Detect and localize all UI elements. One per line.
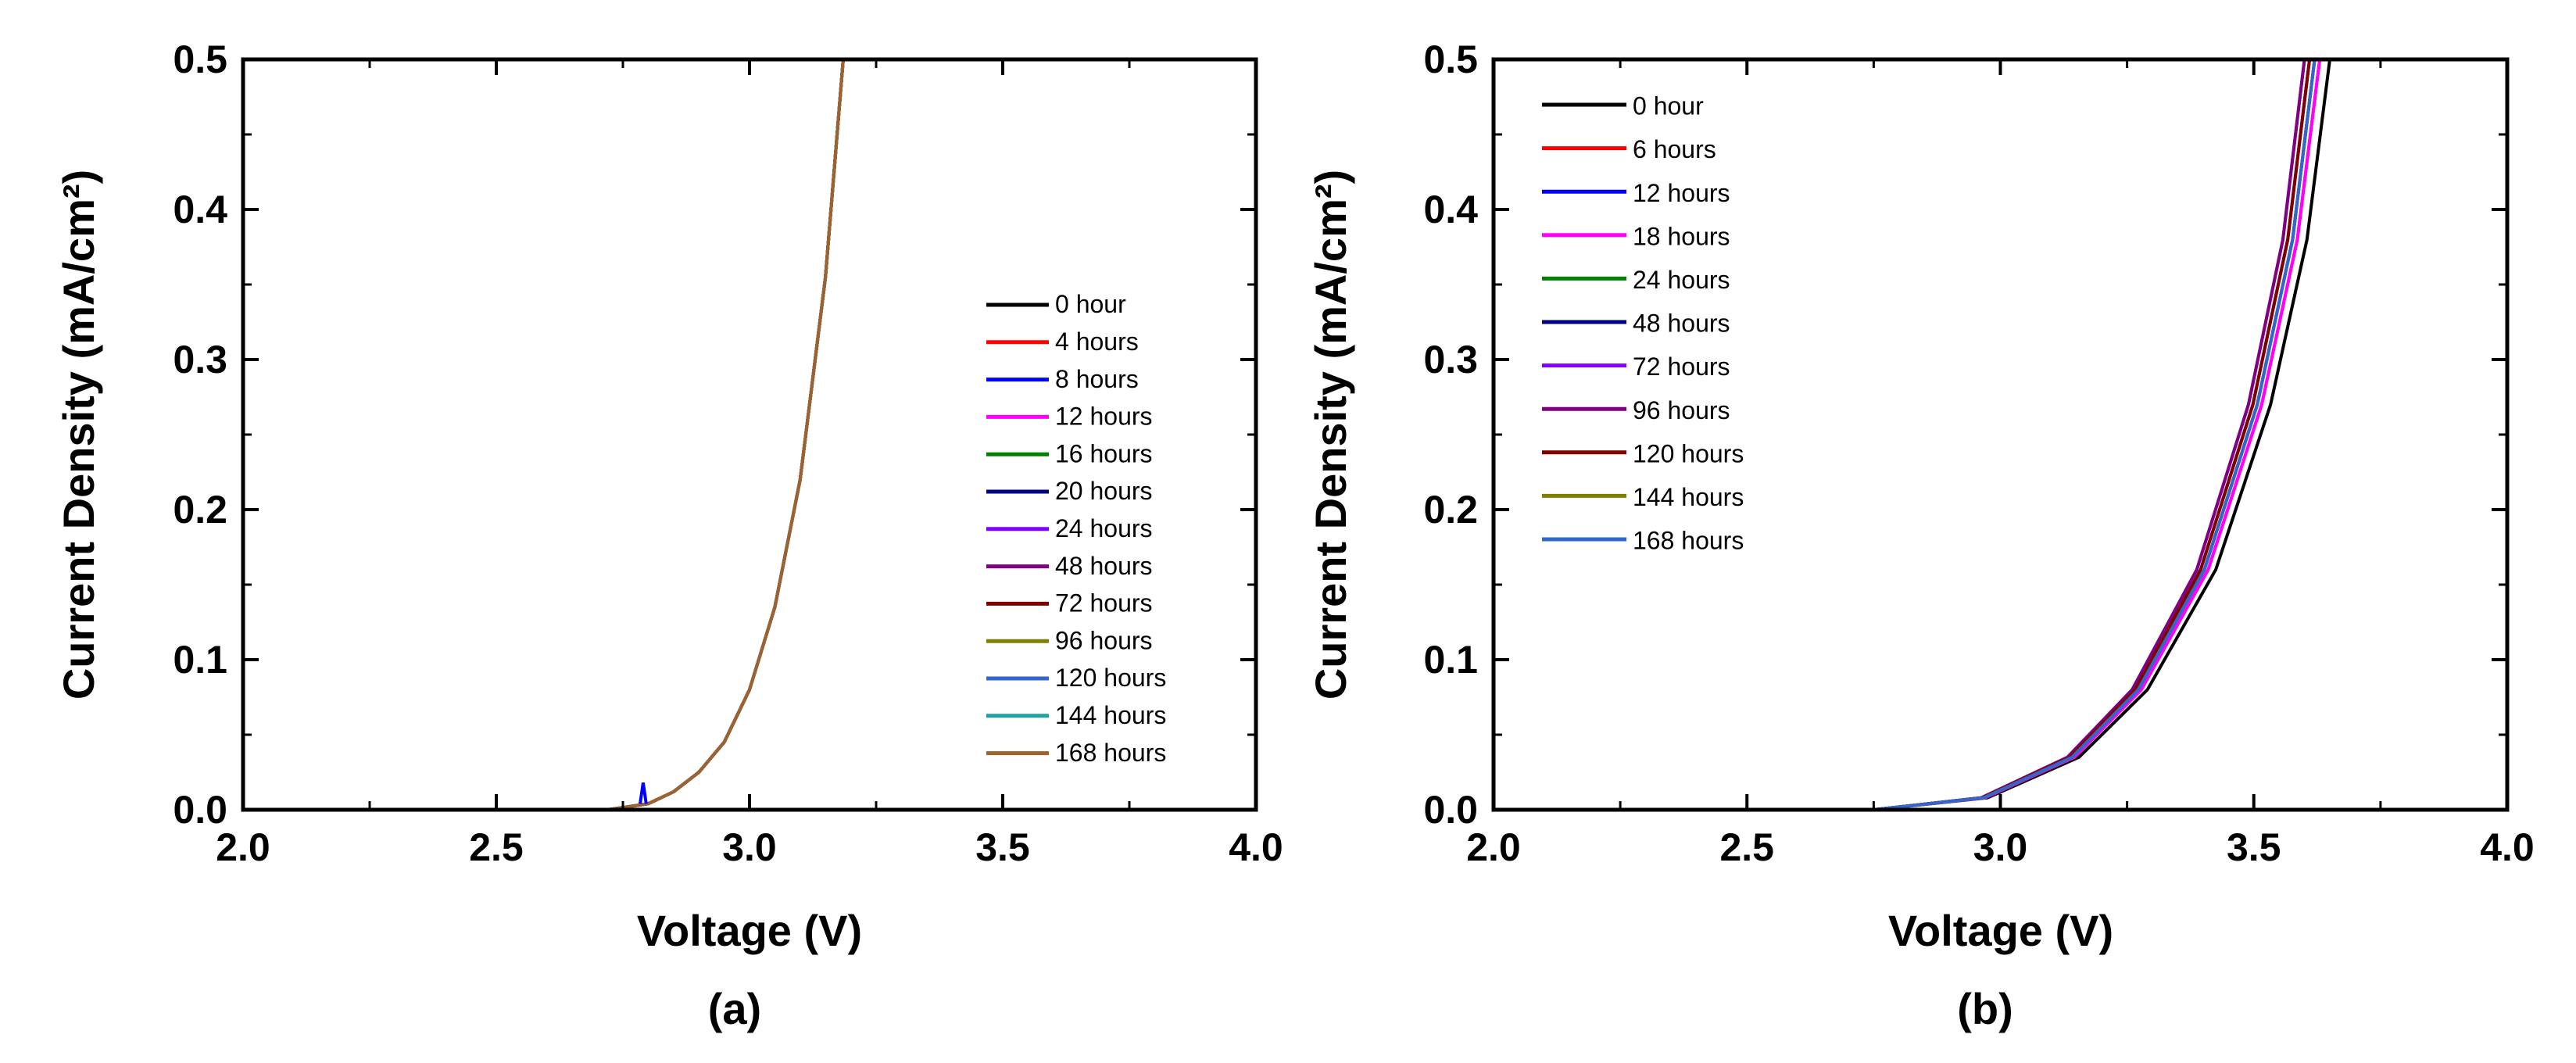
panel-b-x-tick-label: 4.0 — [2480, 825, 2535, 869]
panel-a-legend: 0 hour 4 hours 8 hours 12 hours 16 hours 20 h… — [986, 290, 1166, 767]
panel-a-axes: 2.0 2.5 3.0 3.5 4.0 0.0 0.1 0.2 0.3 0.4 0.5 — [173, 38, 1283, 869]
panel-b-legend-label: 168 hours — [1633, 527, 1744, 555]
panel-a-legend-label: 120 hours — [1055, 664, 1166, 692]
panel-a-legend-label: 20 hours — [1055, 477, 1153, 505]
panel-a-legend-label: 8 hours — [1055, 365, 1139, 393]
panel-a-curve — [243, 59, 845, 811]
panel-b-label: (b) — [1957, 984, 2013, 1033]
panel-a-curves — [243, 59, 845, 811]
panel-a-x-tick-label: 3.0 — [722, 825, 777, 869]
panel-a-curve — [243, 59, 845, 811]
panel-a-curve — [243, 59, 845, 811]
panel-b-legend: 0 hour 6 hours 12 hours 18 hours 24 hours 48 … — [1542, 92, 1744, 555]
panel-b-x-tick-label: 2.0 — [1466, 825, 1521, 869]
panel-a-curve — [243, 59, 845, 811]
panel-a-legend-label: 96 hours — [1055, 626, 1153, 654]
panel-b-legend-label: 6 hours — [1633, 135, 1716, 163]
panel-a-x-tick-label: 2.0 — [216, 825, 270, 869]
panel-a-y-tick-label: 0.1 — [173, 638, 227, 682]
panel-b-curves — [1494, 59, 2331, 811]
panel-b-legend-label: 18 hours — [1633, 222, 1730, 250]
panel-a-curve — [243, 59, 845, 811]
panel-b-legend-label: 12 hours — [1633, 179, 1730, 207]
panel-b-legend-label: 0 hour — [1633, 92, 1704, 120]
panel-b-y-tick-label: 0.4 — [1423, 188, 1478, 231]
panel-b-curve — [1494, 59, 2317, 811]
panel-a-curve — [243, 59, 845, 811]
panel-a-legend-label: 48 hours — [1055, 552, 1153, 580]
panel-b-curve — [1494, 59, 2331, 811]
panel-b-curve — [1494, 59, 2306, 811]
panel-a-curve — [243, 59, 845, 811]
panel-b-x-axis-title: Voltage (V) — [1888, 906, 2113, 955]
panel-a-plot-frame — [241, 57, 1258, 812]
panel-a-label: (a) — [708, 984, 761, 1033]
panel-b-y-tick-label: 0.2 — [1423, 488, 1478, 532]
panel-a-spike — [639, 782, 648, 804]
panel-b-axes: 2.0 2.5 3.0 3.5 4.0 0.0 0.1 0.2 0.3 0.4 0.5 — [1423, 38, 2534, 869]
panel-a-legend-label: 24 hours — [1055, 514, 1153, 542]
panel-a-curve — [243, 59, 845, 811]
panel-b-curve — [1494, 59, 2306, 811]
panel-b-curve — [1494, 59, 2312, 811]
panel-a-legend-label: 72 hours — [1055, 589, 1153, 617]
panel-b-y-tick-label: 0.1 — [1423, 638, 1478, 682]
panel-a-chart: 2.0 2.5 3.0 3.5 4.0 0.0 0.1 0.2 0.3 0.4 0.5 Voltag… — [54, 38, 1283, 1033]
panel-b-curve — [1494, 59, 2322, 811]
panel-b-y-tick-label: 0.0 — [1423, 788, 1478, 832]
panel-b-legend-label: 24 hours — [1633, 266, 1730, 294]
panel-a-y-tick-label: 0.0 — [173, 788, 227, 832]
panel-a-y-axis-title: Current Density (mA/cm²) — [54, 170, 103, 700]
panel-b-curve — [1494, 59, 2312, 811]
panel-b-x-tick-label: 3.5 — [2227, 825, 2281, 869]
panel-b-x-tick-label: 3.0 — [1973, 825, 2028, 869]
panel-a-curve — [243, 59, 845, 811]
panel-b-legend-label: 96 hours — [1633, 396, 1730, 424]
panel-b-legend-label: 144 hours — [1633, 483, 1744, 511]
panel-a-x-tick-label: 2.5 — [469, 825, 524, 869]
panel-b-curve — [1494, 59, 2317, 811]
panel-b-x-tick-label: 2.5 — [1719, 825, 1774, 869]
panel-b-chart: 2.0 2.5 3.0 3.5 4.0 0.0 0.1 0.2 0.3 0.4 0.5 Voltag… — [1306, 38, 2535, 1033]
panel-a-legend-label: 4 hours — [1055, 327, 1139, 356]
panel-b-legend-label: 48 hours — [1633, 310, 1730, 338]
panel-a-x-tick-label: 4.0 — [1229, 825, 1283, 869]
panel-b-curve — [1494, 59, 2322, 811]
panel-a-legend-label: 16 hours — [1055, 439, 1153, 467]
panel-a-curve — [243, 59, 845, 811]
panel-a-curve — [243, 59, 845, 811]
panel-b-legend-label: 120 hours — [1633, 439, 1744, 467]
panel-a-y-tick-label: 0.2 — [173, 488, 227, 532]
panel-a-legend-label: 0 hour — [1055, 290, 1126, 318]
panel-b-y-tick-label: 0.5 — [1423, 38, 1478, 81]
panel-a-y-tick-label: 0.3 — [173, 338, 227, 381]
panel-a-curve — [243, 59, 845, 811]
panel-a-legend-label: 144 hours — [1055, 701, 1166, 729]
panel-b-y-tick-label: 0.3 — [1423, 338, 1478, 381]
panel-a-x-tick-label: 3.5 — [975, 825, 1030, 869]
panel-a-legend-label: 12 hours — [1055, 403, 1153, 431]
panel-a-x-axis-title: Voltage (V) — [637, 906, 862, 955]
panel-a-legend-label: 168 hours — [1055, 739, 1166, 767]
panel-b-legend-label: 72 hours — [1633, 353, 1730, 381]
panel-b-y-axis-title: Current Density (mA/cm²) — [1306, 170, 1355, 700]
panel-b-curve — [1494, 59, 2317, 811]
panel-a-y-tick-label: 0.4 — [173, 188, 227, 231]
panel-a-y-tick-label: 0.5 — [173, 38, 227, 81]
panel-a-curve — [243, 59, 845, 811]
panel-b-plot-frame — [1491, 57, 2510, 812]
panel-b-curve — [1494, 59, 2317, 811]
